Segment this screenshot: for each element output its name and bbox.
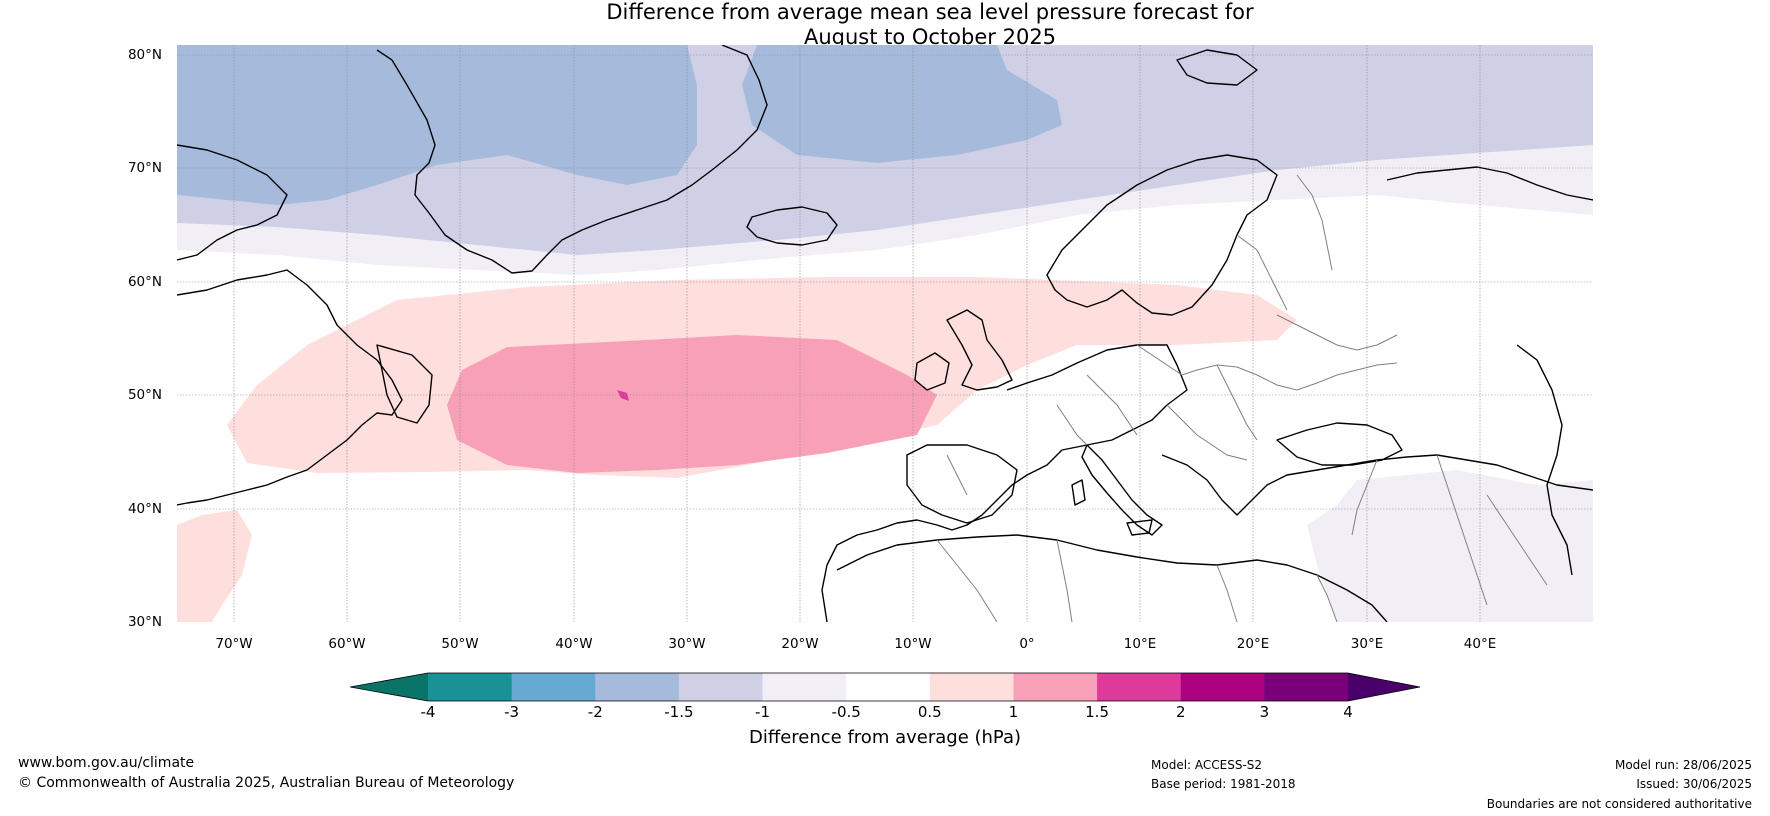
lon-label-50w: 50°W	[441, 636, 479, 652]
colorbar-segment	[678, 673, 764, 701]
colorbar	[349, 672, 1421, 702]
colorbar-tick-label: 1.5	[1085, 703, 1109, 721]
lat-label-70n: 70°N	[127, 160, 162, 176]
svalbard-coast	[1176, 49, 1258, 86]
colorbar-segment	[762, 673, 847, 701]
lon-label-60w: 60°W	[328, 636, 366, 652]
copyright-text: © Commonwealth of Australia 2025, Austra…	[18, 775, 515, 791]
colorbar-tick-label: 1	[1008, 703, 1019, 721]
colorbar-tick-label: 3	[1259, 703, 1270, 721]
colorbar-label: Difference from average (hPa)	[748, 727, 1022, 748]
lat-label-80n: 80°N	[127, 47, 162, 63]
model-text: Model: ACCESS-S2	[1151, 758, 1263, 772]
colorbar-svg	[349, 672, 1421, 702]
coastlines	[177, 45, 1593, 622]
ireland-coast	[914, 352, 950, 391]
model-run-text: Model run: 28/06/2025	[1614, 758, 1752, 772]
lon-label-20e: 20°E	[1236, 636, 1270, 652]
lon-label-20w: 20°W	[781, 636, 819, 652]
colorbar-tick-label: -0.5	[831, 703, 861, 721]
issued-text: Issued: 30/06/2025	[1636, 777, 1752, 791]
pressure-anomaly-map	[177, 45, 1593, 622]
colorbar-tick-label: 0.5	[917, 703, 942, 721]
map-svg	[177, 45, 1593, 622]
sicily-coast	[1126, 519, 1153, 536]
website-text: www.bom.gov.au/climate	[18, 755, 195, 771]
anomaly-region-minus-1.5-west	[177, 45, 697, 205]
country-borders	[936, 174, 1548, 622]
lon-label-30w: 30°W	[668, 636, 706, 652]
colorbar-segment	[595, 673, 680, 701]
colorbar-segment	[1013, 673, 1098, 701]
baffin-coast	[177, 144, 288, 261]
black-sea-coast	[1276, 422, 1403, 466]
colorbar-tick-label: -3	[504, 703, 520, 721]
north-africa-coast	[836, 534, 1388, 622]
colorbar-segment	[511, 673, 596, 701]
colorbar-segment	[1264, 673, 1349, 701]
lon-label-40w: 40°W	[555, 636, 593, 652]
anomaly-region-plus-1	[447, 335, 937, 473]
colorbar-tick-label: -1.5	[664, 703, 694, 721]
lon-label-10w: 10°W	[894, 636, 932, 652]
lon-label-10e: 10°E	[1123, 636, 1157, 652]
base-period-text: Base period: 1981-2018	[1151, 777, 1296, 791]
newfoundland-coast	[376, 344, 433, 424]
anomaly-region-plus-1.5	[617, 390, 629, 401]
anomaly-region-minus-1.5-east	[742, 45, 1062, 163]
lat-label-30n: 30°N	[127, 614, 162, 630]
colorbar-segment	[428, 673, 513, 701]
colorbar-extend-high	[1348, 673, 1420, 701]
colorbar-segment	[1180, 673, 1265, 701]
lon-label-30e: 30°E	[1350, 636, 1384, 652]
balkans-coast	[1161, 454, 1593, 516]
title-line-1: Difference from average mean sea level p…	[606, 0, 1254, 24]
iceland-coast	[746, 206, 838, 246]
colorbar-tick-label: -1	[755, 703, 771, 721]
lon-label-40e: 40°E	[1463, 636, 1497, 652]
lon-label-70w: 70°W	[215, 636, 253, 652]
greenland-coast	[376, 45, 768, 274]
anomaly-region-minus-0.5-se	[1307, 470, 1593, 622]
italy-coast	[1081, 444, 1163, 536]
colorbar-segment	[846, 673, 931, 701]
colorbar-tick-label: -4	[420, 703, 436, 721]
graticule	[177, 45, 1593, 622]
labrador-coast	[177, 269, 403, 506]
sardinia-coast	[1071, 479, 1086, 506]
colorbar-segment	[1097, 673, 1182, 701]
iberia-coast	[906, 444, 1018, 524]
anomaly-region-plus-0.5-sw	[177, 510, 252, 622]
lat-label-40n: 40°N	[127, 501, 162, 517]
boundaries-note: Boundaries are not considered authoritat…	[1486, 797, 1752, 811]
colorbar-tick-label: -2	[587, 703, 603, 721]
russian-arctic-coast	[1386, 166, 1593, 201]
colorbar-extend-low	[350, 673, 428, 701]
lon-label-0: 0°	[1019, 636, 1035, 652]
caspian-coast	[1516, 344, 1573, 576]
britain-coast	[946, 309, 1013, 391]
map-title: Difference from average mean sea level p…	[0, 0, 1770, 50]
colorbar-tick-label: 4	[1343, 703, 1353, 721]
colorbar-segment	[929, 673, 1014, 701]
lat-label-50n: 50°N	[127, 387, 162, 403]
colorbar-tick-label: 2	[1175, 703, 1186, 721]
lat-label-60n: 60°N	[127, 274, 162, 290]
